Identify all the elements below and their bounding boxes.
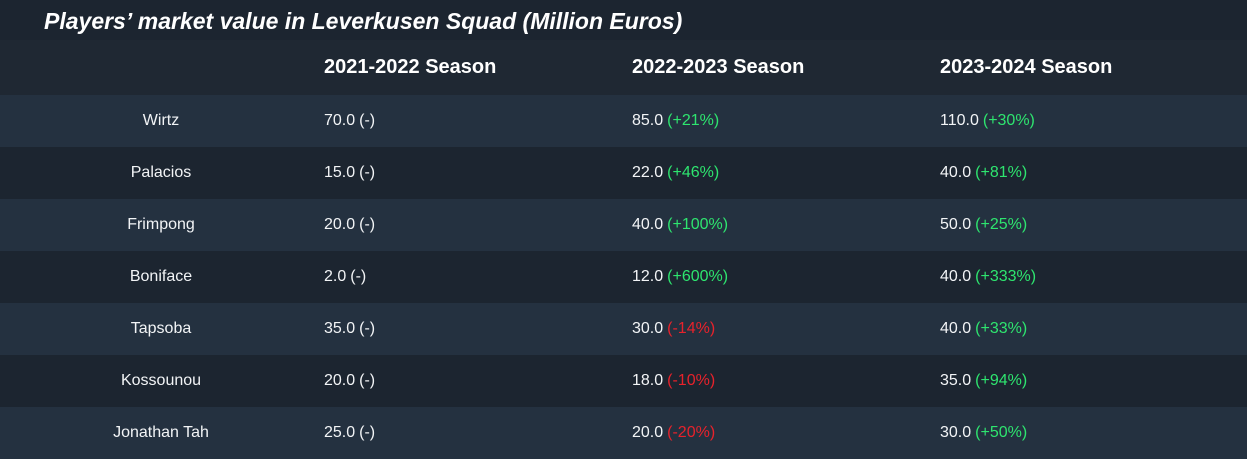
table-row: Tapsoba 35.0 (-) 30.0 (-14%) 40.0 (+33%) — [0, 303, 1247, 355]
market-value: 2.0 — [324, 268, 347, 285]
value-cell: 20.0 (-) — [324, 355, 375, 407]
table-row: Palacios 15.0 (-) 22.0 (+46%) 40.0 (+81%) — [0, 147, 1247, 199]
market-value: 22.0 — [632, 164, 664, 181]
player-name: Palacios — [130, 164, 192, 181]
market-value: 30.0 — [940, 424, 972, 441]
market-value: 20.0 — [632, 424, 664, 441]
market-value: 20.0 — [324, 372, 356, 389]
value-cell: 70.0 (-) — [324, 95, 375, 147]
market-value: 12.0 — [632, 268, 664, 285]
value-change: (+94%) — [975, 372, 1028, 389]
market-value: 110.0 — [940, 112, 979, 129]
value-cell: 2.0 (-) — [324, 251, 366, 303]
header-player — [0, 40, 322, 95]
value-cell: 15.0 (-) — [324, 147, 375, 199]
value-change: (+25%) — [975, 216, 1028, 233]
header-season-2021-2022: 2021-2022 Season — [324, 56, 497, 78]
value-change: (-) — [350, 268, 367, 285]
market-value: 40.0 — [940, 320, 972, 337]
value-cell: 25.0 (-) — [324, 407, 375, 459]
market-value: 50.0 — [940, 216, 972, 233]
market-value: 25.0 — [324, 424, 356, 441]
header-season-2022-2023: 2022-2023 Season — [632, 56, 805, 78]
value-cell: 85.0 (+21%) — [632, 95, 719, 147]
value-cell: 40.0 (+333%) — [940, 251, 1036, 303]
value-cell: 22.0 (+46%) — [632, 147, 719, 199]
market-value: 15.0 — [324, 164, 356, 181]
value-cell: 20.0 (-20%) — [632, 407, 715, 459]
market-value: 40.0 — [632, 216, 664, 233]
value-change: (-) — [359, 320, 376, 337]
value-cell: 50.0 (+25%) — [940, 199, 1027, 251]
value-cell: 35.0 (+94%) — [940, 355, 1027, 407]
value-cell: 35.0 (-) — [324, 303, 375, 355]
value-change: (-20%) — [667, 424, 716, 441]
value-cell: 40.0 (+100%) — [632, 199, 728, 251]
table-row: Frimpong 20.0 (-) 40.0 (+100%) 50.0 (+25%) — [0, 199, 1247, 251]
market-value: 35.0 — [324, 320, 356, 337]
market-value: 18.0 — [632, 372, 664, 389]
player-name: Tapsoba — [130, 320, 192, 337]
value-change: (+81%) — [975, 164, 1028, 181]
value-cell: 20.0 (-) — [324, 199, 375, 251]
value-change: (+100%) — [667, 216, 729, 233]
value-cell: 30.0 (+50%) — [940, 407, 1027, 459]
value-change: (-) — [359, 372, 376, 389]
player-name: Kossounou — [120, 372, 202, 389]
value-change: (+333%) — [975, 268, 1037, 285]
value-cell: 40.0 (+81%) — [940, 147, 1027, 199]
value-change: (+600%) — [667, 268, 729, 285]
market-value: 70.0 — [324, 112, 356, 129]
market-value: 40.0 — [940, 164, 972, 181]
value-change: (-) — [359, 216, 376, 233]
value-change: (-) — [359, 164, 376, 181]
player-name: Wirtz — [142, 112, 180, 129]
value-change: (-10%) — [667, 372, 716, 389]
market-value: 35.0 — [940, 372, 972, 389]
table-row: Kossounou 20.0 (-) 18.0 (-10%) 35.0 (+94%) — [0, 355, 1247, 407]
value-change: (+21%) — [667, 112, 720, 129]
value-cell: 110.0 (+30%) — [940, 95, 1035, 147]
value-cell: 40.0 (+33%) — [940, 303, 1027, 355]
value-change: (-) — [359, 424, 376, 441]
market-value: 20.0 — [324, 216, 356, 233]
table-header-row: 2021-2022 Season 2022-2023 Season 2023-2… — [0, 40, 1247, 95]
player-name: Boniface — [129, 268, 193, 285]
value-change: (+30%) — [982, 112, 1035, 129]
value-change: (-14%) — [667, 320, 716, 337]
market-value-table: 2021-2022 Season 2022-2023 Season 2023-2… — [0, 40, 1247, 459]
value-change: (+50%) — [975, 424, 1028, 441]
header-season-2023-2024: 2023-2024 Season — [940, 56, 1113, 78]
value-change: (+46%) — [667, 164, 720, 181]
table-row: Jonathan Tah 25.0 (-) 20.0 (-20%) 30.0 (+50%) — [0, 407, 1247, 459]
player-name: Jonathan Tah — [113, 424, 209, 441]
table-row: Wirtz 70.0 (-) 85.0 (+21%) 110.0 (+30%) — [0, 95, 1247, 147]
table-body: Wirtz 70.0 (-) 85.0 (+21%) 110.0 (+30%) Palacio… — [0, 95, 1247, 459]
market-value: 30.0 — [632, 320, 664, 337]
value-cell: 30.0 (-14%) — [632, 303, 715, 355]
player-name: Frimpong — [127, 216, 195, 233]
value-change: (+33%) — [975, 320, 1028, 337]
value-cell: 12.0 (+600%) — [632, 251, 728, 303]
value-change: (-) — [359, 112, 376, 129]
value-cell: 18.0 (-10%) — [632, 355, 715, 407]
market-value: 40.0 — [940, 268, 972, 285]
table-row: Boniface 2.0 (-) 12.0 (+600%) 40.0 (+333%) — [0, 251, 1247, 303]
market-value: 85.0 — [632, 112, 664, 129]
table-title: Players’ market value in Leverkusen Squa… — [44, 8, 683, 34]
